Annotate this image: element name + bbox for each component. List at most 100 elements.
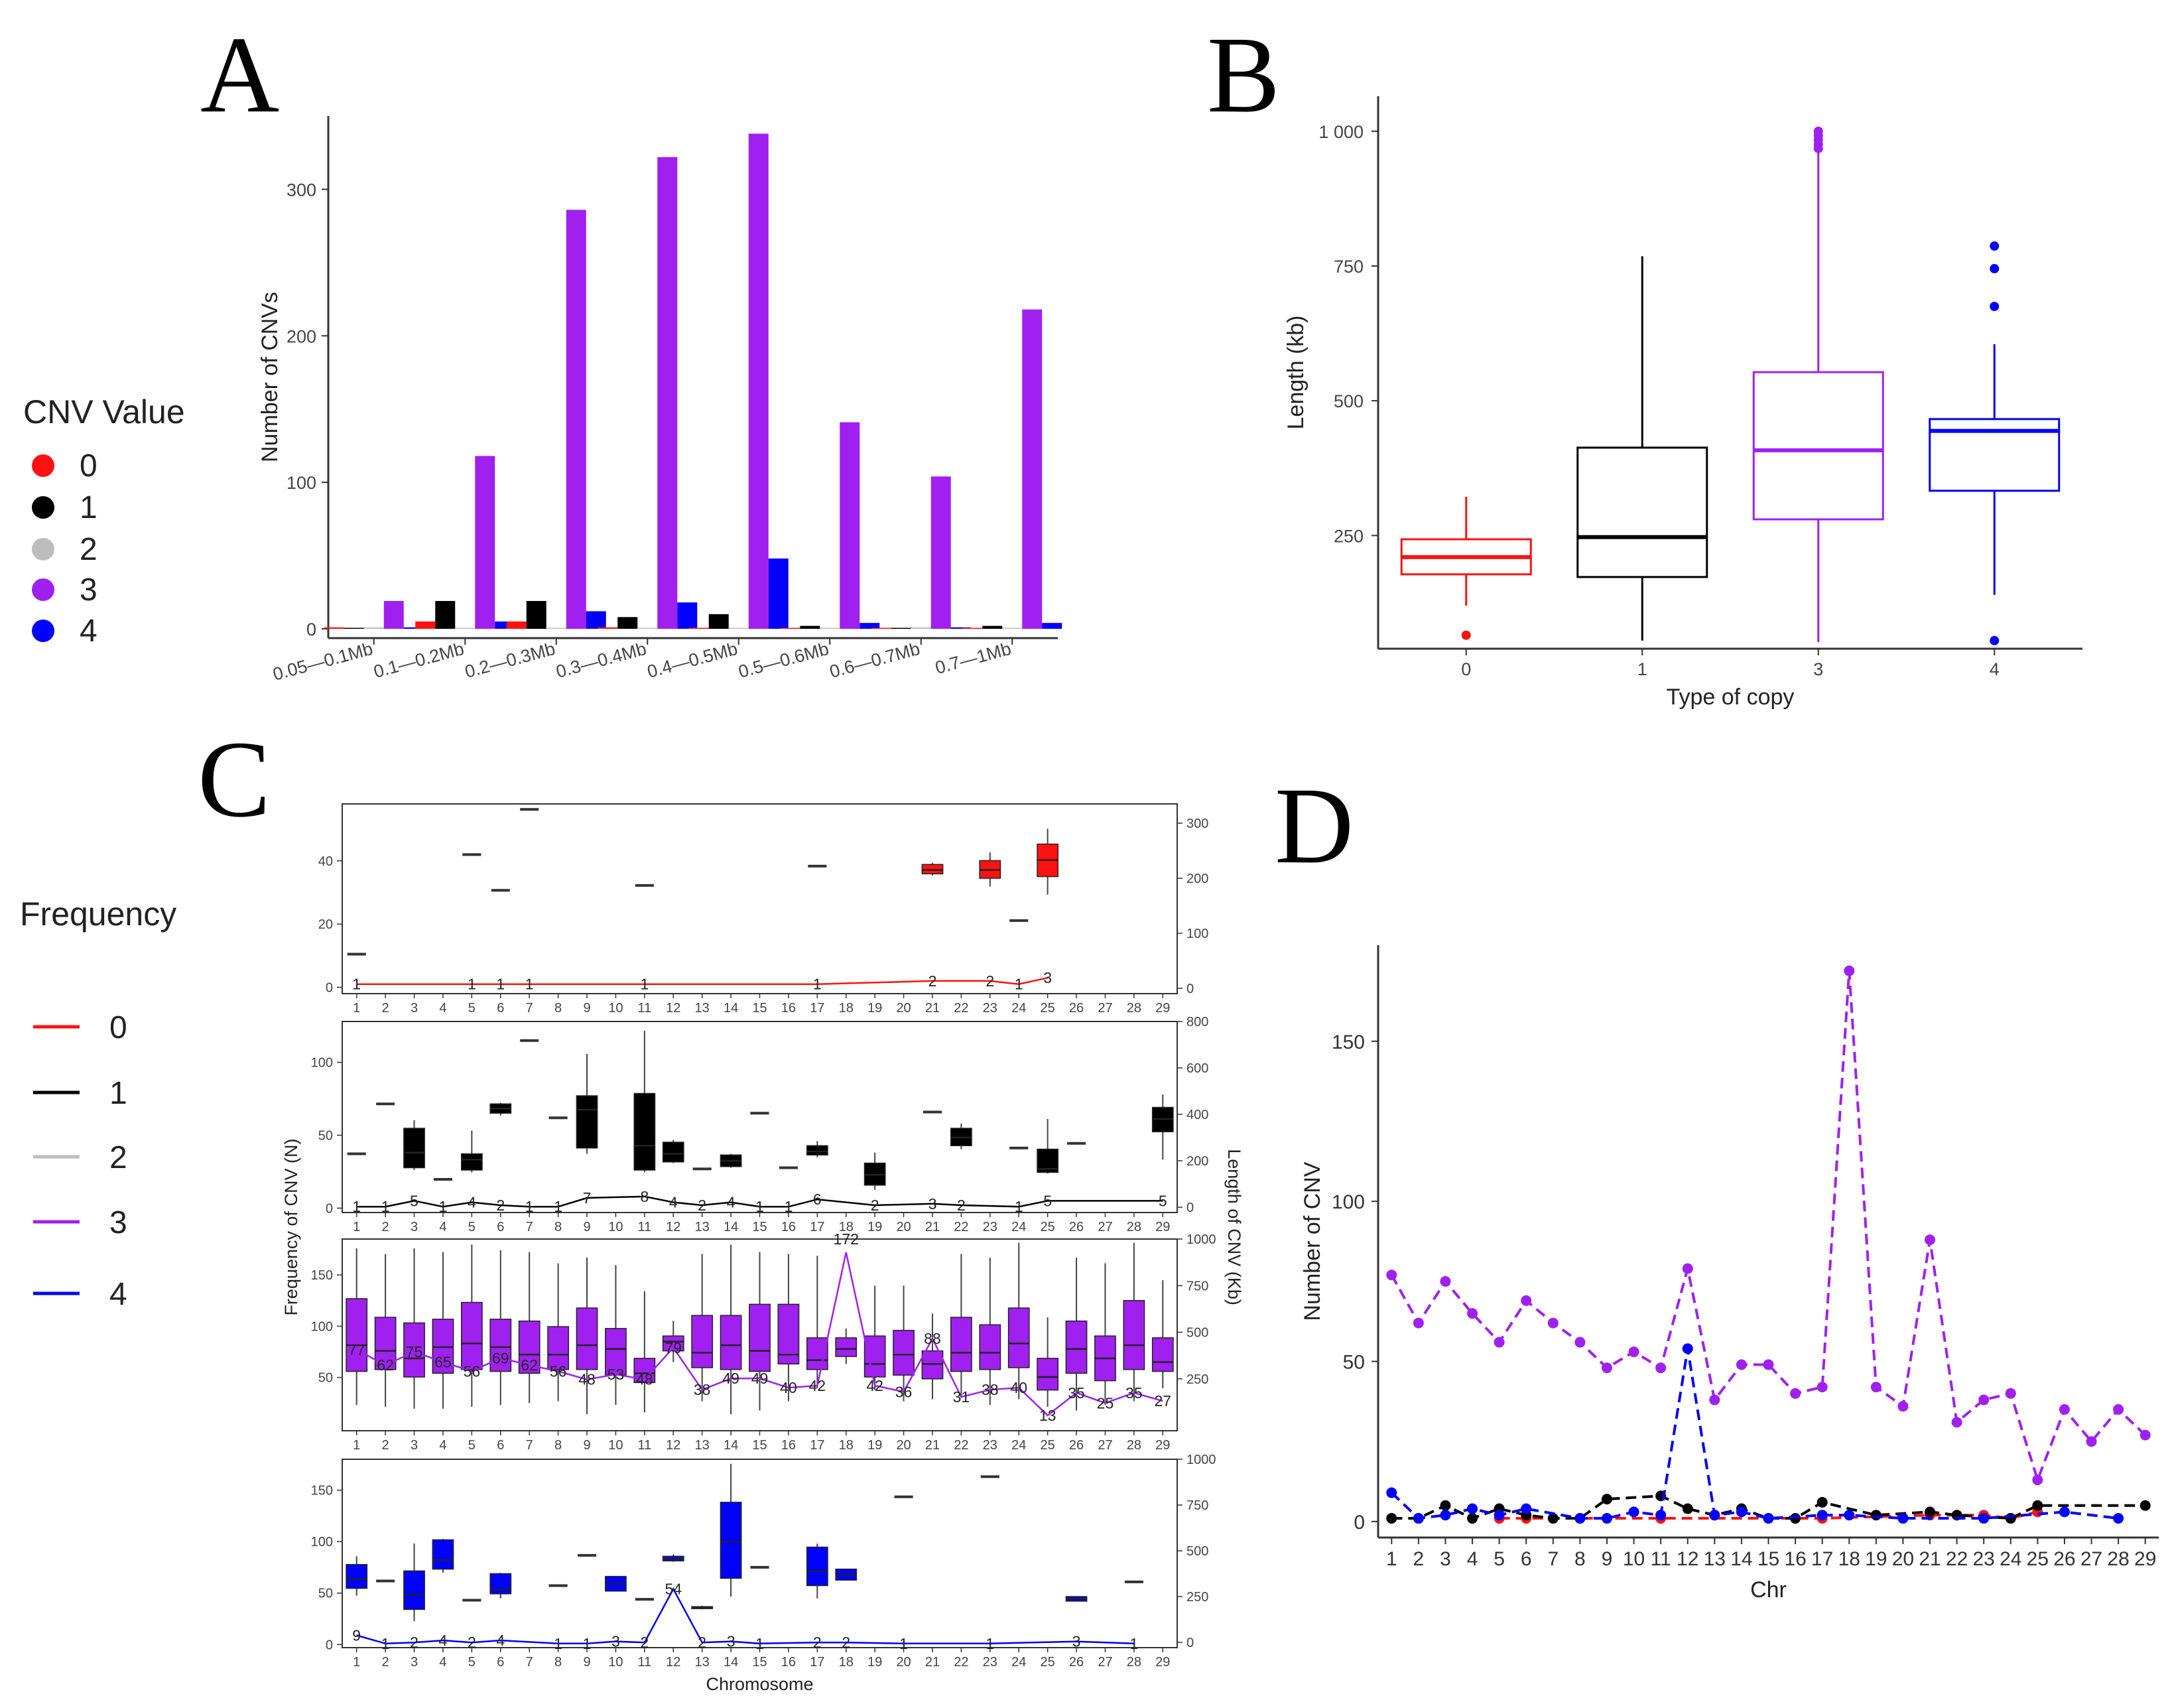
x-tick-label: 9 <box>583 1220 590 1234</box>
x-tick-label: 2 <box>382 1438 389 1453</box>
y-tick-label: 100 <box>311 1319 333 1334</box>
data-point <box>1386 1487 1397 1498</box>
data-point <box>1440 1510 1451 1521</box>
data-point <box>1601 1513 1612 1524</box>
x-axis-title: Chr <box>1750 1577 1787 1603</box>
legend-item: 1 <box>32 490 97 525</box>
y2-tick-label: 800 <box>1186 1015 1208 1029</box>
frequency-label: 56 <box>464 1362 481 1380</box>
frequency-label: 62 <box>377 1356 394 1374</box>
y2-tick-label: 500 <box>1186 1326 1208 1341</box>
y2-tick-label: 1000 <box>1186 1232 1216 1247</box>
x-tick-label: 24 <box>1011 1001 1026 1016</box>
y-tick-label: 500 <box>1334 391 1364 411</box>
bar <box>506 621 527 629</box>
x-tick-label: 0.7—1Mb <box>933 639 1013 678</box>
x-axis-title: Chromosome <box>706 1674 813 1694</box>
bar <box>930 476 951 629</box>
box <box>605 1328 627 1376</box>
box <box>1007 1307 1030 1368</box>
data-point <box>1386 1513 1397 1524</box>
x-tick-label: 6 <box>497 1438 504 1453</box>
y-axis-title: Number of CNVs <box>257 292 283 462</box>
data-point <box>1440 1500 1451 1511</box>
data-point <box>1763 1513 1774 1524</box>
box <box>403 1128 425 1169</box>
legend-label: 2 <box>109 1140 127 1175</box>
data-point <box>1978 1513 1990 1524</box>
box <box>1151 1337 1174 1372</box>
x-tick-label: 18 <box>839 1220 854 1234</box>
bar <box>860 623 880 629</box>
bar <box>871 627 891 629</box>
x-tick-label: 25 <box>1041 1655 1055 1670</box>
x-tick-label: 0.5—0.6Mb <box>736 639 831 682</box>
frequency-label: 1 <box>1015 976 1023 993</box>
bar <box>415 621 436 629</box>
box <box>576 1307 598 1370</box>
legend-label: 0 <box>80 448 97 484</box>
y-tick-label: 0 <box>326 1638 333 1652</box>
box <box>863 1335 886 1378</box>
x-tick-label: 6 <box>497 1001 504 1016</box>
y-tick-label: 0 <box>326 1201 333 1216</box>
bar <box>657 157 678 629</box>
x-tick-label: 16 <box>781 1001 796 1016</box>
x-tick-label: 27 <box>1098 1438 1112 1453</box>
y-tick-label: 40 <box>318 854 333 869</box>
bar <box>1022 309 1043 629</box>
data-point <box>1494 1337 1505 1348</box>
frequency-line <box>356 976 1048 985</box>
x-tick-label: 13 <box>1704 1548 1726 1570</box>
data-point <box>1736 1506 1747 1518</box>
data-point <box>1870 1382 1882 1393</box>
frequency-label: 3 <box>727 1633 735 1650</box>
x-tick-label: 24 <box>1011 1220 1026 1234</box>
frequency-label: 49 <box>722 1370 739 1387</box>
x-tick-label: 16 <box>781 1438 796 1453</box>
bar <box>780 627 800 629</box>
x-tick-label: 16 <box>1784 1548 1806 1570</box>
bar <box>840 422 860 629</box>
bar <box>598 627 618 629</box>
x-tick-label: 28 <box>1127 1001 1141 1016</box>
x-tick-label: 15 <box>752 1001 767 1016</box>
chart-b: 250 500 750 1 000 0 1 3 4 Type of copy Length (kb… <box>1283 96 2082 710</box>
x-tick-label: 24 <box>1011 1655 1026 1670</box>
frequency-label: 2 <box>698 1197 706 1214</box>
box <box>460 1301 483 1370</box>
series-line <box>1390 1348 2119 1520</box>
legend-dot-icon <box>32 496 54 519</box>
x-tick-label: 19 <box>867 1001 882 1016</box>
data-point <box>1413 1513 1424 1524</box>
x-tick-label: 21 <box>925 1438 940 1453</box>
frequency-label: 1 <box>468 976 476 993</box>
frequency-label: 172 <box>834 1230 859 1248</box>
x-tick-label: 18 <box>839 1655 854 1670</box>
x-tick-label: 0.1—0.2Mb <box>371 639 466 682</box>
frequency-label: 3 <box>928 1195 937 1213</box>
x-tick-label: 15 <box>752 1220 767 1234</box>
y-tick-label: 50 <box>1343 1352 1365 1374</box>
frequency-label: 42 <box>866 1377 883 1394</box>
frequency-label: 4 <box>727 1194 735 1211</box>
x-tick-label: 0.2—0.3Mb <box>463 639 558 682</box>
bar <box>728 627 749 629</box>
x-tick-label: 14 <box>724 1438 738 1453</box>
box <box>489 1319 512 1372</box>
bar <box>708 614 729 629</box>
bar <box>455 627 476 629</box>
x-tick-label: 5 <box>468 1655 476 1670</box>
panel-frame <box>342 1459 1178 1648</box>
frequency-line <box>356 1252 1163 1417</box>
data-point <box>1978 1394 1990 1406</box>
x-tick-label: 2 <box>382 1655 389 1670</box>
y-tick-label: 20 <box>318 917 333 932</box>
bar <box>383 601 404 629</box>
frequency-label: 1 <box>381 1635 390 1652</box>
x-tick-label: 8 <box>554 1220 562 1234</box>
x-tick-label: 13 <box>695 1001 710 1016</box>
x-tick-label: 11 <box>1651 1548 1671 1570</box>
x-tick-label: 24 <box>1011 1438 1026 1453</box>
frequency-label: 4 <box>468 1194 476 1211</box>
